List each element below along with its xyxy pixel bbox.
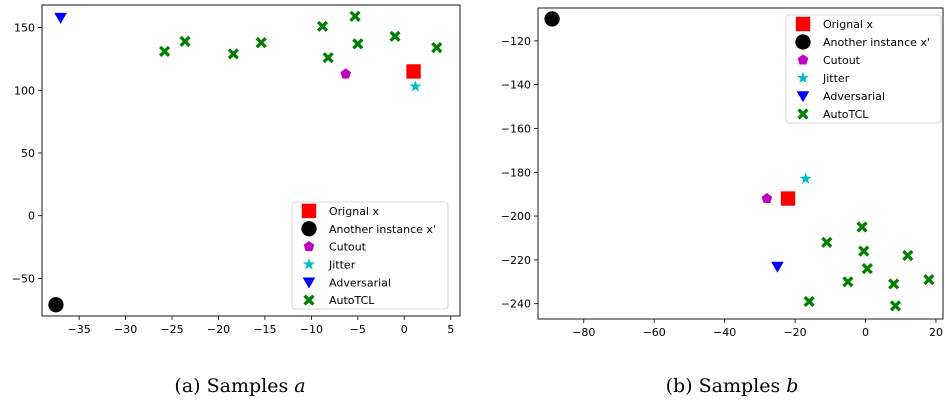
point-autotcl <box>316 20 329 32</box>
x-tick-label: −15 <box>253 323 276 336</box>
plot-frame <box>537 7 944 320</box>
x-tick-label: −20 <box>783 326 806 339</box>
x-tick-label: −30 <box>114 323 137 336</box>
legend: Orignal x Another instance x' Cutout Jitter… <box>291 201 449 310</box>
plot-frame <box>41 4 461 317</box>
y-tick-label: −120 <box>501 35 531 48</box>
legend-marker <box>303 241 315 252</box>
caption-text: (a) Samples <box>174 375 294 397</box>
x-tick-label: −5 <box>350 323 366 336</box>
point-autotcl <box>842 276 854 288</box>
y-tick-label: 0 <box>28 210 35 223</box>
legend-label: AutoTCL <box>329 294 375 307</box>
point-another-instance-x <box>544 11 560 27</box>
legend-label: Cutout <box>329 241 367 254</box>
point-autotcl <box>322 52 334 64</box>
legend-box <box>291 201 449 310</box>
x-tick-label: −20 <box>207 323 230 336</box>
y-tick-label: −200 <box>501 210 531 223</box>
legend-label: Cutout <box>823 54 861 67</box>
x-tick-label: 5 <box>447 323 454 336</box>
legend: Orignal x Another instance x' Cutout Jitter… <box>785 14 942 124</box>
x-tick-label: −80 <box>572 326 595 339</box>
x-tick-label: 20 <box>929 326 943 339</box>
point-adversarial <box>54 12 67 24</box>
caption-variable: a <box>294 375 305 397</box>
point-autotcl <box>431 42 443 54</box>
legend-marker <box>302 277 316 289</box>
legend-marker <box>797 54 809 65</box>
x-tick-label: −40 <box>713 326 736 339</box>
point-autotcl <box>803 295 815 308</box>
point-autotcl <box>179 35 191 47</box>
x-tick-label: −60 <box>643 326 666 339</box>
legend-marker <box>303 294 315 306</box>
y-tick-label: −240 <box>501 298 531 311</box>
legend-label: Jitter <box>328 258 356 271</box>
y-tick-label: −220 <box>501 254 531 267</box>
legend-label: Orignal x <box>823 18 873 31</box>
x-tick-label: 0 <box>862 326 869 339</box>
legend-label: Adversarial <box>823 90 885 103</box>
point-autotcl <box>858 245 870 257</box>
legend-label: Jitter <box>822 72 850 85</box>
x-tick-label: −35 <box>68 323 91 336</box>
y-tick-label: 50 <box>21 147 35 160</box>
legend-label: Another instance x' <box>823 36 930 49</box>
point-orignal-x <box>780 191 796 206</box>
y-tick-label: −50 <box>12 272 35 285</box>
caption-text: (b) Samples <box>666 375 787 397</box>
point-autotcl <box>349 10 361 22</box>
x-tick-label: −10 <box>300 323 323 336</box>
panel-a: −35 −30 −25 −20 −15 −10 −5 0 5−50050100150Origna… <box>12 4 461 336</box>
point-jitter <box>799 172 812 184</box>
point-autotcl <box>902 249 914 262</box>
point-cutout <box>340 68 352 79</box>
legend-label: AutoTCL <box>823 108 869 121</box>
legend-marker <box>795 34 811 50</box>
legend-marker <box>797 108 809 120</box>
legend-marker <box>797 71 809 84</box>
y-tick-label: 100 <box>14 84 35 97</box>
point-autotcl <box>352 38 364 50</box>
point-autotcl <box>888 278 900 290</box>
x-tick-label: −25 <box>160 323 183 336</box>
legend-label: Orignal x <box>329 205 379 218</box>
panel-b: −80 −60 −40 −20 0 20−240−220−200−180−160−140−… <box>501 7 944 339</box>
legend-marker <box>301 221 317 237</box>
legend-marker <box>795 16 811 32</box>
y-tick-label: −160 <box>501 122 531 135</box>
legend-label: Another instance x' <box>329 223 436 236</box>
y-tick-label: −180 <box>501 166 531 179</box>
point-autotcl <box>255 37 267 49</box>
y-tick-label: 150 <box>14 22 35 35</box>
legend-label: Adversarial <box>329 276 391 289</box>
point-autotcl <box>889 300 902 312</box>
y-tick-label: −140 <box>501 79 531 92</box>
point-autotcl <box>227 48 239 60</box>
point-orignal-x <box>406 64 421 79</box>
point-autotcl <box>923 274 935 286</box>
point-adversarial <box>771 261 784 273</box>
point-autotcl <box>856 221 868 233</box>
legend-box <box>785 14 942 124</box>
legend-marker <box>301 203 317 219</box>
point-autotcl <box>821 236 833 248</box>
legend-marker <box>303 258 315 270</box>
point-jitter <box>409 80 422 92</box>
x-tick-label: 0 <box>401 323 408 336</box>
legend-marker <box>796 91 810 103</box>
caption-variable: b <box>786 375 798 397</box>
caption-b: (b) Samples b <box>666 375 799 397</box>
caption-a: (a) Samples a <box>174 375 305 397</box>
point-another-instance-x <box>48 297 64 313</box>
point-autotcl <box>861 263 873 275</box>
point-autotcl <box>159 45 171 57</box>
point-autotcl <box>389 30 401 42</box>
point-cutout <box>761 192 773 204</box>
